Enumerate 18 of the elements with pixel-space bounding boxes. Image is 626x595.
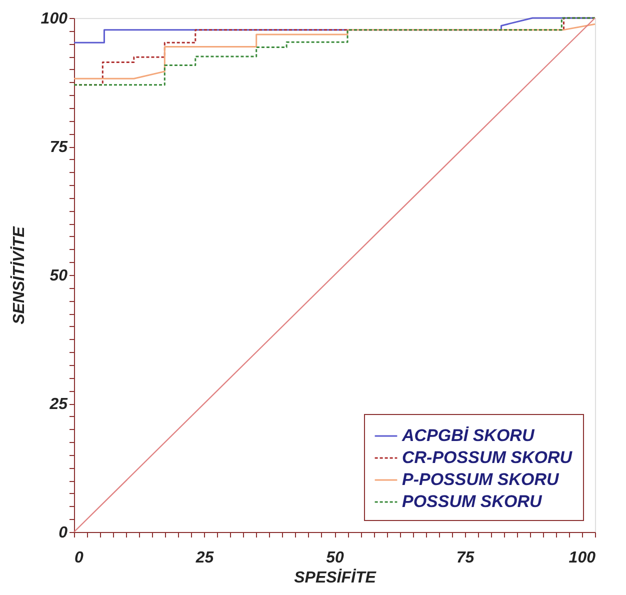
x-axis-title: SPESİFİTE — [294, 568, 378, 586]
legend-label: CR-POSSUM SKORU — [402, 448, 573, 467]
x-tick-label: 25 — [194, 550, 215, 566]
x-tick-label: 100 — [568, 550, 596, 566]
y-tick-label: 0 — [58, 524, 68, 542]
legend-label: P-POSSUM SKORU — [402, 470, 560, 489]
line-series — [73, 23, 596, 80]
x-tick-label: 75 — [456, 550, 476, 566]
x-tick-label: 0 — [74, 550, 84, 566]
y-axis-title: SENSİTİVİTE — [10, 225, 28, 324]
y-tick-label: 75 — [50, 139, 69, 156]
y-tick-label: 50 — [50, 268, 68, 284]
line-series — [73, 17, 596, 86]
legend-label: POSSUM SKORU — [402, 492, 543, 511]
x-tick-label: 50 — [326, 550, 344, 566]
y-tick-label: 25 — [48, 396, 69, 413]
legend-label: ACPGBİ SKORU — [401, 426, 535, 445]
y-tick-label: 100 — [40, 10, 68, 28]
